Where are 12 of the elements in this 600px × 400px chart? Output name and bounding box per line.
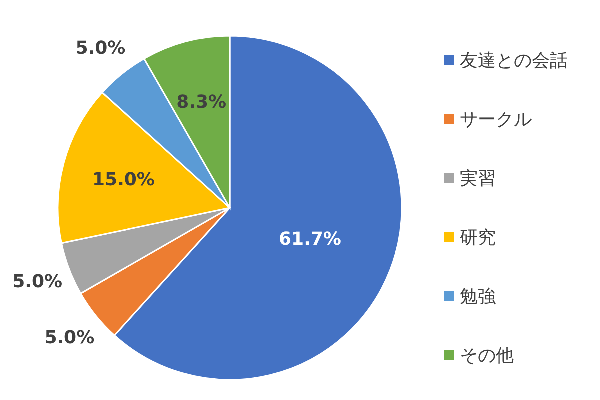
data-label: 61.7% [279,229,342,250]
legend-label: その他 [460,345,514,366]
legend-label: 研究 [460,227,496,248]
legend-label: 実習 [460,168,496,190]
data-label: 15.0% [92,170,155,191]
data-label: 5.0% [12,272,62,293]
legend-label: サークル [460,109,532,130]
legend-label: 友達との会話 [460,50,568,72]
data-label: 8.3% [176,92,227,113]
data-label: 5.0% [76,38,126,59]
data-label: 5.0% [44,328,95,349]
legend-label: 勉強 [460,286,496,308]
